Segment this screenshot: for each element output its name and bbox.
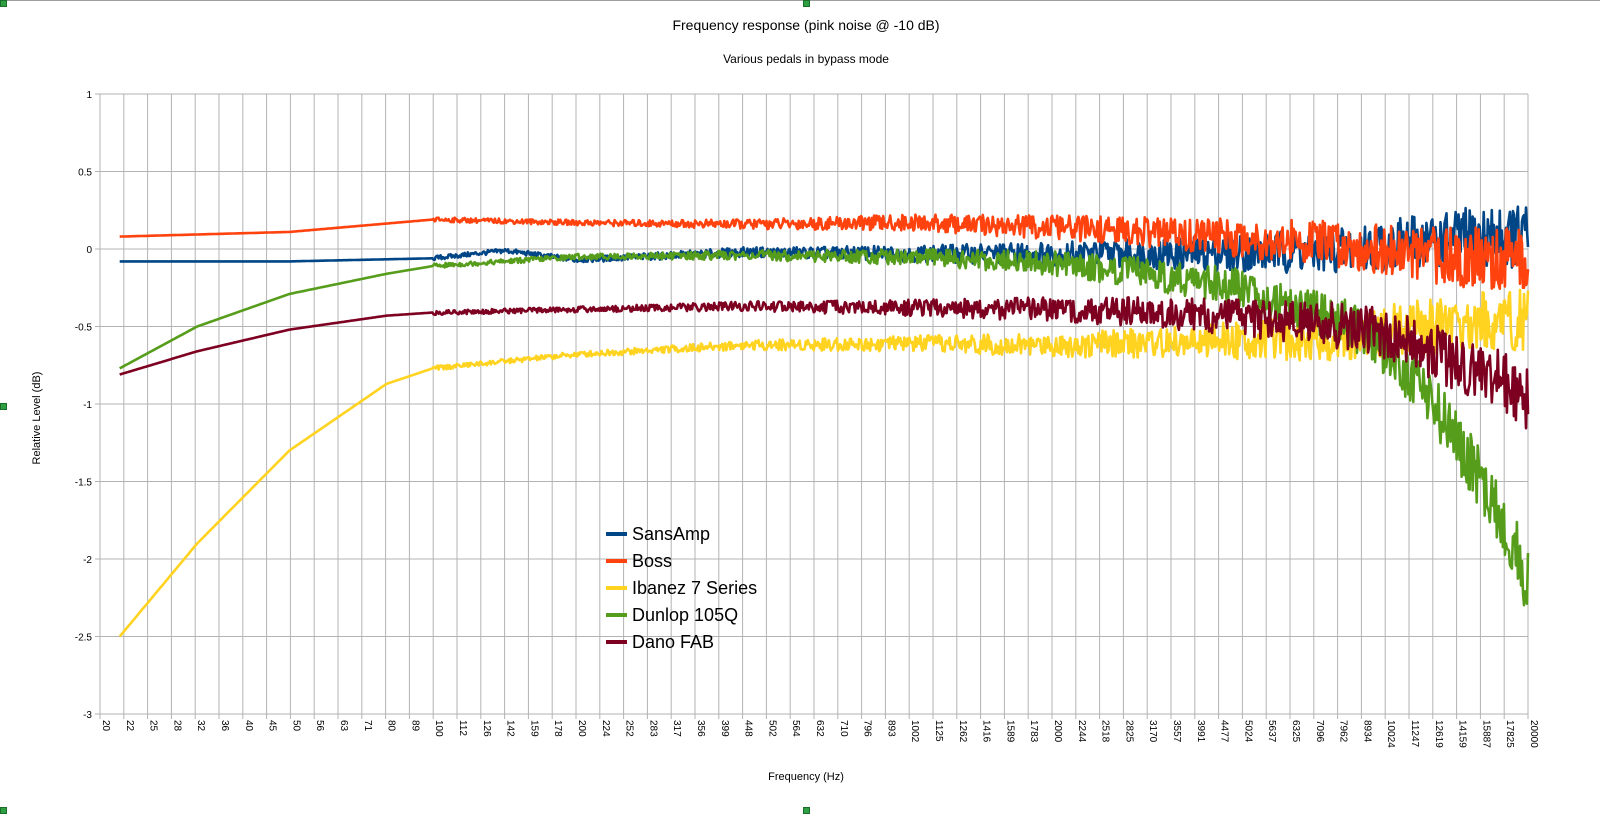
selection-handle[interactable]	[803, 807, 810, 814]
x-tick-label: 252	[624, 720, 635, 737]
y-tick-label: -2	[83, 555, 92, 566]
x-tick-label: 1589	[1004, 720, 1015, 743]
x-tick-label: 8934	[1361, 720, 1372, 743]
y-tick-label: -2.5	[75, 633, 93, 644]
legend-label: Boss	[632, 551, 672, 571]
series-line-ibanez-7-series	[118, 288, 1530, 638]
x-tick-label: 200	[576, 720, 587, 737]
x-tick-label: 22	[124, 720, 135, 732]
series-line-dano-fab	[119, 296, 1530, 430]
x-tick-label: 1416	[981, 720, 992, 743]
x-tick-label: 632	[814, 720, 825, 737]
selection-handle[interactable]	[0, 807, 7, 814]
chart-title: Frequency response (pink noise @ -10 dB)	[672, 17, 939, 33]
x-tick-label: 317	[671, 720, 682, 737]
x-tick-label: 32	[195, 720, 206, 732]
x-tick-label: 7096	[1314, 720, 1325, 743]
x-axis-label: Frequency (Hz)	[768, 771, 844, 783]
series-line-boss	[119, 213, 1530, 290]
x-tick-label: 4477	[1219, 720, 1230, 743]
x-tick-label: 2518	[1100, 720, 1111, 743]
x-tick-label: 2000	[1052, 720, 1063, 743]
x-tick-label: 15887	[1480, 720, 1491, 748]
x-tick-label: 50	[290, 720, 301, 732]
y-tick-label: 1	[86, 90, 92, 101]
y-tick-label: 0.5	[78, 168, 92, 179]
x-tick-label: 2244	[1076, 720, 1087, 743]
grid	[99, 93, 1529, 715]
x-tick-label: 710	[838, 720, 849, 737]
x-tick-label: 11247	[1409, 720, 1420, 748]
x-tick-label: 63	[338, 720, 349, 732]
x-tick-label: 3170	[1147, 720, 1158, 743]
x-tick-label: 1002	[909, 720, 920, 743]
x-tick-label: 2825	[1123, 720, 1134, 743]
x-tick-label: 159	[528, 720, 539, 737]
selection-handle[interactable]	[0, 0, 7, 7]
x-tick-label: 356	[695, 720, 706, 737]
axes: 20 22 25 28 32 36 40 45 50 56 63 71 80 89 100 112 126 142…	[75, 90, 1539, 748]
y-tick-label: -1	[83, 400, 92, 411]
x-tick-label: 20000	[1528, 720, 1539, 748]
x-tick-label: 25	[148, 720, 159, 732]
x-tick-label: 5637	[1266, 720, 1277, 743]
chart-subtitle: Various pedals in bypass mode	[723, 52, 889, 66]
x-tick-label: 3991	[1195, 720, 1206, 743]
x-tick-label: 224	[600, 720, 611, 737]
legend: SansAmp Boss Ibanez 7 Series Dunlop 105Q Dan…	[606, 524, 757, 652]
selection-handle[interactable]	[803, 0, 810, 7]
y-tick-label: -1.5	[75, 478, 93, 489]
x-tick-label: 796	[862, 720, 873, 737]
x-tick-label: 17825	[1504, 720, 1515, 748]
x-tick-label: 12619	[1433, 720, 1444, 748]
legend-label: Dano FAB	[632, 632, 714, 652]
x-tick-label: 6325	[1290, 720, 1301, 743]
legend-label: SansAmp	[632, 524, 710, 544]
x-tick-label: 100	[433, 720, 444, 737]
x-tick-label: 56	[314, 720, 325, 732]
x-tick-label: 3557	[1171, 720, 1182, 743]
legend-label: Dunlop 105Q	[632, 605, 738, 625]
x-tick-label: 45	[267, 720, 278, 732]
x-tick-label: 112	[457, 720, 468, 736]
x-tick-label: 1262	[957, 720, 968, 743]
x-tick-label: 5024	[1242, 720, 1253, 743]
y-axis-label: Relative Level (dB)	[31, 372, 43, 465]
x-tick-label: 893	[885, 720, 896, 737]
x-tick-label: 14159	[1457, 720, 1468, 748]
y-tick-label: -3	[83, 710, 92, 721]
x-tick-label: 1125	[933, 720, 944, 742]
series-lines	[118, 205, 1530, 638]
x-tick-label: 80	[386, 720, 397, 732]
x-tick-label: 40	[243, 720, 254, 732]
x-tick-label: 564	[790, 720, 801, 737]
selection-handle[interactable]	[0, 403, 7, 410]
x-tick-label: 126	[481, 720, 492, 737]
x-tick-label: 142	[505, 720, 516, 737]
y-tick-label: 0	[86, 245, 92, 256]
x-tick-label: 502	[766, 720, 777, 737]
x-tick-label: 178	[552, 720, 563, 737]
legend-label: Ibanez 7 Series	[632, 578, 757, 598]
x-tick-label: 28	[171, 720, 182, 732]
x-tick-label: 399	[719, 720, 730, 737]
x-tick-label: 36	[219, 720, 230, 732]
frame-top-line	[0, 0, 1600, 1]
x-tick-label: 89	[409, 720, 420, 732]
x-tick-label: 20	[100, 720, 111, 732]
x-tick-label: 7962	[1338, 720, 1349, 743]
x-tick-label: 1783	[1028, 720, 1039, 743]
x-tick-label: 448	[743, 720, 754, 737]
x-tick-label: 283	[647, 720, 658, 737]
x-tick-label: 71	[362, 720, 373, 732]
x-tick-label: 10024	[1385, 720, 1396, 748]
y-tick-label: -0.5	[75, 323, 93, 334]
